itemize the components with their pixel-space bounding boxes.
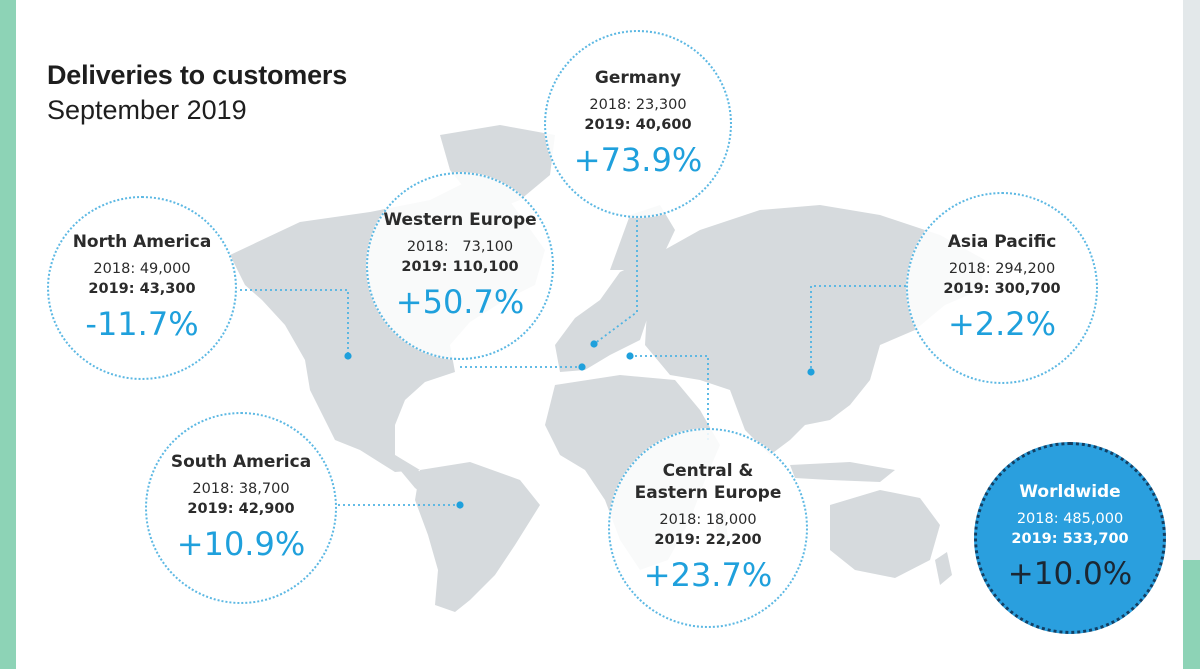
- new-zealand-landmass: [935, 552, 952, 585]
- region-name: Germany: [594, 68, 682, 88]
- marker-western-europe: [578, 363, 586, 371]
- region-2019-value: 2019: 110,100: [401, 259, 519, 275]
- region-2019-value: 2019: 40,600: [584, 117, 692, 133]
- region-central-eastern-europe: Central & Eastern Europe 2018: 18,000 20…: [608, 428, 808, 628]
- right-edge-accent: [1183, 560, 1200, 669]
- region-2018-value: 2018: 294,200: [948, 261, 1056, 277]
- region-germany: Germany 2018: 23,300 2019: 40,600 +73.9%: [544, 30, 732, 218]
- region-asia-pacific: Asia Pacific 2018: 294,200 2019: 300,700…: [906, 192, 1098, 384]
- region-north-america: North America 2018: 49,000 2019: 43,300 …: [47, 196, 237, 380]
- region-2018-value: 2018: 485,000: [1016, 511, 1124, 527]
- connector-central-eastern-europe: [630, 355, 709, 440]
- region-change: +10.0%: [1007, 556, 1133, 592]
- region-change: +50.7%: [395, 283, 525, 321]
- region-2019-value: 2019: 300,700: [943, 281, 1061, 297]
- indonesia-landmass: [790, 462, 895, 482]
- marker-germany: [590, 340, 598, 348]
- region-name: Central & Eastern Europe: [634, 461, 782, 503]
- region-change: -11.7%: [85, 305, 199, 343]
- marker-south-america: [456, 501, 464, 509]
- region-name: Asia Pacific: [947, 232, 1057, 252]
- region-name: South America: [170, 452, 312, 472]
- europe-landmass: [555, 258, 660, 372]
- region-2019-value: 2019: 533,700: [1011, 531, 1129, 547]
- region-south-america: South America 2018: 38,700 2019: 42,900 …: [145, 412, 337, 604]
- south-america-landmass: [415, 462, 540, 612]
- region-2018-value: 2018: 49,000: [93, 261, 191, 277]
- connector-germany: [593, 215, 638, 345]
- chart-title: Deliveries to customers: [47, 60, 348, 90]
- region-change: +23.7%: [643, 556, 773, 594]
- right-edge-bar: [1183, 0, 1200, 669]
- region-2019-value: 2019: 22,200: [654, 532, 762, 548]
- chart-subtitle: September 2019: [47, 95, 247, 125]
- marker-asia-pacific: [807, 368, 815, 376]
- region-change: +10.9%: [176, 525, 306, 563]
- left-edge-bar: [0, 0, 16, 669]
- marker-central-eastern-europe: [626, 352, 634, 360]
- region-change: +73.9%: [573, 141, 703, 179]
- connector-asia-pacific: [810, 285, 906, 372]
- connector-north-america: [240, 289, 349, 356]
- region-western-europe: Western Europe 2018: 73,100 2019: 110,10…: [366, 172, 554, 360]
- region-name: Worldwide: [1019, 482, 1121, 502]
- marker-north-america: [344, 352, 352, 360]
- australia-landmass: [830, 490, 940, 578]
- region-worldwide: Worldwide 2018: 485,000 2019: 533,700 +1…: [974, 442, 1166, 634]
- region-name: North America: [72, 232, 212, 252]
- title-block: Deliveries to customers September 2019: [47, 58, 347, 128]
- region-2019-value: 2019: 42,900: [187, 501, 295, 517]
- region-name: Western Europe: [383, 210, 537, 230]
- region-2019-value: 2019: 43,300: [88, 281, 196, 297]
- region-change: +2.2%: [947, 305, 1057, 343]
- region-2018-value: 2018: 18,000: [659, 512, 757, 528]
- region-2018-value: 2018: 38,700: [192, 481, 290, 497]
- region-2018-value: 2018: 73,100: [406, 239, 514, 255]
- asia-landmass: [645, 205, 985, 455]
- region-2018-value: 2018: 23,300: [589, 97, 687, 113]
